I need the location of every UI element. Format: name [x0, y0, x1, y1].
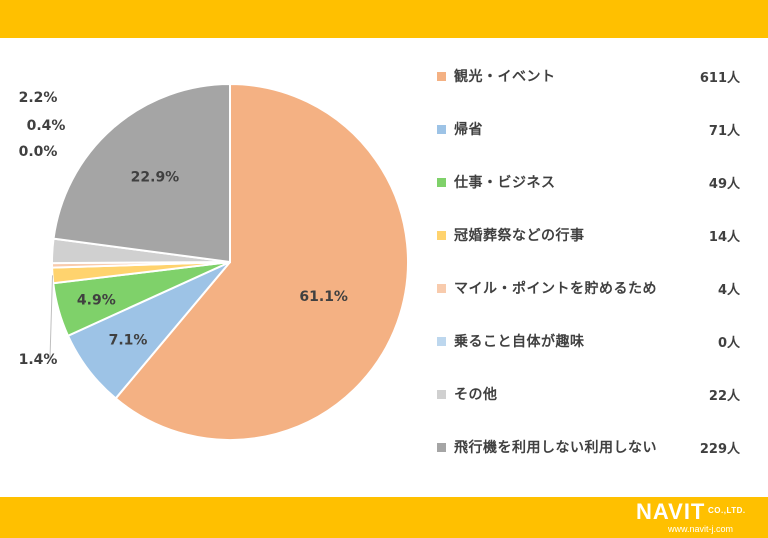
- legend-label: マイル・ポイントを貯めるため: [454, 281, 657, 297]
- legend-count: 14人: [708, 229, 740, 245]
- legend-swatch: [437, 230, 446, 240]
- legend-item-hobby: 乗ること自体が趣味 0人: [437, 329, 752, 353]
- company-logo: NAVIT CO.,LTD. www.navit-j.com: [636, 500, 764, 536]
- logo-url: www.navit-j.com: [668, 524, 734, 534]
- legend-label: 飛行機を利用しない利用しない: [454, 440, 657, 456]
- legend-count: 49人: [708, 176, 740, 192]
- legend-item-ceremony: 冠婚葬祭などの行事 14人: [437, 223, 752, 247]
- legend-swatch: [437, 71, 446, 81]
- legend-item-business: 仕事・ビジネス 49人: [437, 170, 752, 194]
- slice-percent-label: 22.9%: [131, 169, 180, 185]
- leader-line: [49, 275, 54, 359]
- legend-label: 帰省: [454, 122, 483, 138]
- legend-label: 乗ること自体が趣味: [454, 334, 585, 350]
- legend-label: 観光・イベント: [454, 69, 556, 85]
- legend-item-miles: マイル・ポイントを貯めるため 4人: [437, 276, 752, 300]
- slice-percent-label: 7.1%: [109, 333, 148, 349]
- slice-percent-label: 4.9%: [77, 292, 116, 308]
- pie-slice: [114, 82, 409, 441]
- slice-percent-label: 2.2%: [19, 90, 58, 106]
- pie-chart: 61.1% 7.1% 4.9% 1.4% 0.4% 0.0% 2.2% 22.9%: [19, 82, 409, 441]
- legend-count: 229人: [699, 441, 740, 457]
- slice-percent-label: 1.4%: [19, 352, 58, 368]
- legend-item-other: その他 22人: [437, 382, 752, 406]
- slice-percent-label: 0.4%: [27, 118, 66, 134]
- legend-count: 22人: [708, 388, 740, 404]
- legend-label: その他: [454, 387, 498, 403]
- footer-band: [0, 497, 768, 538]
- slice-percent-label: 0.0%: [19, 144, 58, 160]
- legend-swatch: [437, 336, 446, 346]
- legend-swatch: [437, 389, 446, 399]
- logo-suffix: CO.,LTD.: [708, 506, 746, 515]
- legend-swatch: [437, 177, 446, 187]
- legend-count: 4人: [717, 282, 740, 298]
- legend-label: 冠婚葬祭などの行事: [454, 228, 585, 244]
- slice-percent-label: 61.1%: [299, 289, 348, 305]
- legend-count: 611人: [699, 70, 740, 86]
- header-band: [0, 0, 768, 38]
- legend-swatch: [437, 124, 446, 134]
- legend-count: 71人: [708, 123, 740, 139]
- legend-count: 0人: [717, 335, 740, 351]
- legend-item-homecoming: 帰省 71人: [437, 117, 752, 141]
- legend-label: 仕事・ビジネス: [454, 175, 556, 191]
- pie-slice: [52, 82, 231, 264]
- logo-text: NAVIT: [636, 499, 706, 524]
- legend-item-sightseeing: 観光・イベント 611人: [437, 64, 752, 88]
- legend-item-no-flight: 飛行機を利用しない利用しない 229人: [437, 435, 752, 459]
- legend-swatch: [437, 442, 446, 452]
- legend-swatch: [437, 283, 446, 293]
